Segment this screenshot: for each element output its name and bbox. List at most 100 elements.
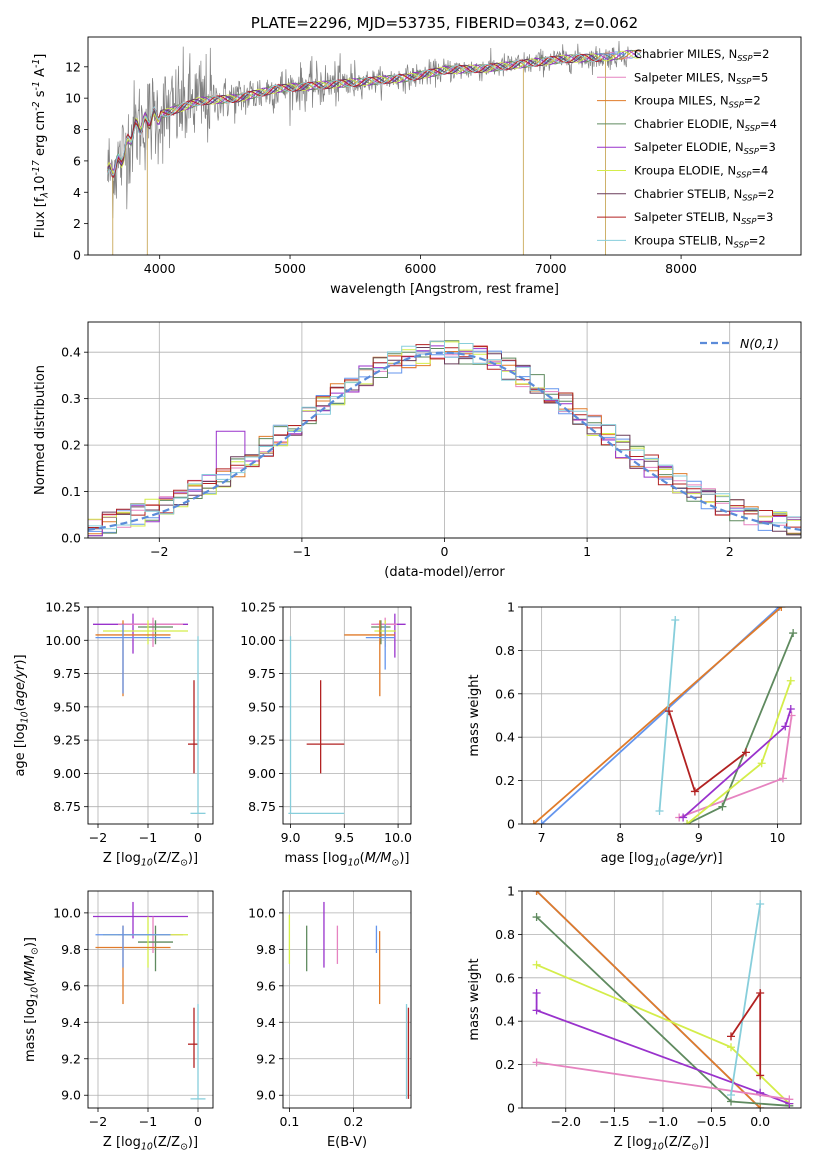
- y-tick-label: 0.8: [495, 927, 515, 942]
- weight-marker: [537, 820, 546, 824]
- weight-marker: [683, 820, 692, 824]
- x-tick-label: 0: [194, 1114, 202, 1129]
- x-tick-label: 0.0: [750, 1114, 770, 1129]
- x-tick-label: 9.5: [334, 830, 354, 845]
- x-axis-label: Z [log10(Z/Z⊙)]: [103, 851, 198, 868]
- y-tick-label: 9.0: [256, 1088, 276, 1103]
- legend-label: Kroupa MILES, NSSP=2: [634, 94, 761, 110]
- weight-marker: [671, 616, 680, 625]
- y-tick-label: 9.25: [53, 733, 81, 748]
- panel-mass_vs_EBV: 0.1 0.2 9.0 9.2 9.4 9.6 9.8 10.0 E(B-V): [248, 890, 412, 1150]
- y-tick-label: 9.25: [248, 733, 276, 748]
- x-tick-label: 9: [695, 830, 703, 845]
- y-tick-label: 8.75: [53, 799, 81, 814]
- y-tick-label: 0.6: [495, 686, 515, 701]
- weight-marker: [532, 1006, 541, 1015]
- axes-frame: [87, 890, 214, 1109]
- weight-marker: [532, 891, 541, 895]
- x-tick-label: 7000: [535, 261, 567, 276]
- x-tick-label: 1: [583, 544, 591, 559]
- plot-area: [288, 613, 406, 814]
- axes-frame: [282, 890, 412, 1109]
- x-tick-label: 9.0: [281, 830, 301, 845]
- y-tick-label: 10.0: [53, 905, 81, 920]
- weight-line: [730, 903, 762, 1096]
- weight-marker: [756, 900, 765, 909]
- legend-label: Chabrier STELIB, NSSP=2: [634, 187, 774, 203]
- y-tick-label: 0.4: [495, 730, 515, 745]
- panel-weight_vs_Z: −2.0 −1.5 −1.0 −0.5 0.0 0 0.2 0.4 0.6 0.8 1 Z [log1…: [467, 884, 802, 1152]
- y-tick-label: 0: [73, 248, 81, 263]
- y-tick-label: 9.75: [248, 666, 276, 681]
- x-tick-label: 0: [441, 544, 449, 559]
- axes-frame: [87, 36, 802, 256]
- weight-marker: [727, 1090, 736, 1099]
- y-tick-label: 9.2: [61, 1051, 81, 1066]
- weight-marker: [532, 988, 541, 997]
- x-tick-label: 8000: [665, 261, 697, 276]
- x-tick-label: 0.2: [343, 1114, 363, 1129]
- weight-marker: [529, 820, 538, 824]
- axes-frame: [282, 606, 412, 825]
- x-tick-label: −1: [139, 830, 157, 845]
- x-tick-label: −2: [89, 1114, 107, 1129]
- axes-frame: [87, 321, 802, 539]
- x-tick-label: 7: [538, 830, 546, 845]
- chart-title: PLATE=2296, MJD=53735, FIBERID=0343, z=0…: [251, 14, 638, 32]
- y-tick-label: 0.1: [61, 484, 81, 499]
- y-tick-label: 8.75: [248, 799, 276, 814]
- x-axis-label: Z [log10(Z/Z⊙)]: [614, 1135, 709, 1152]
- y-tick-label: 10.00: [45, 633, 81, 648]
- panel-residuals: −2 −1 0 1 2 0.0 0.1 0.2 0.3 0.4 (data-model)/error…: [33, 321, 802, 580]
- x-tick-label: −1.5: [599, 1114, 629, 1129]
- weight-line: [678, 715, 793, 819]
- weight-line: [535, 993, 790, 1105]
- model-line: [107, 54, 603, 176]
- y-axis-label: Flux [fλ10-17 erg cm-2 s-1 A-1]: [31, 54, 51, 239]
- model-line: [107, 49, 641, 178]
- weight-marker: [756, 988, 765, 997]
- panel-spectrum: 4000 5000 6000 7000 8000 0 2 4 6 8 10 12 wavelength …: [31, 14, 802, 297]
- y-tick-label: 0.8: [495, 643, 515, 658]
- y-tick-label: 9.75: [53, 666, 81, 681]
- legend-label: N(0,1): [740, 336, 779, 351]
- y-tick-label: 9.00: [53, 766, 81, 781]
- y-tick-label: 9.50: [53, 699, 81, 714]
- weight-line: [536, 1061, 790, 1101]
- x-axis-label: wavelength [Angstrom, rest frame]: [330, 282, 559, 297]
- x-tick-label: 8: [616, 830, 624, 845]
- weight-marker: [727, 1043, 736, 1052]
- x-tick-label: 5000: [274, 261, 306, 276]
- x-tick-label: −1.0: [648, 1114, 678, 1129]
- weight-marker: [785, 1095, 794, 1104]
- weight-marker: [781, 722, 790, 731]
- y-tick-label: 9.4: [256, 1015, 276, 1030]
- y-tick-label: 0.3: [61, 391, 81, 406]
- panel-weight_vs_age: 7 8 9 10 0 0.2 0.4 0.6 0.8 1 age [log10(age/yr)] ma…: [467, 600, 802, 868]
- weight-line: [668, 710, 747, 793]
- x-tick-label: 0: [194, 830, 202, 845]
- legend-label: Salpeter MILES, NSSP=5: [634, 70, 768, 86]
- y-tick-label: 10: [65, 91, 81, 106]
- plot-area: [107, 40, 642, 255]
- weight-marker: [741, 748, 750, 757]
- model-line: [107, 51, 642, 178]
- histogram-line: [88, 340, 801, 530]
- legend-label: Salpeter ELODIE, NSSP=3: [634, 140, 776, 156]
- axes-frame: [87, 606, 214, 825]
- y-tick-label: 9.8: [256, 942, 276, 957]
- plot-area: [88, 340, 801, 537]
- x-tick-label: −2.0: [551, 1114, 581, 1129]
- model-line: [107, 50, 642, 175]
- x-tick-label: −1: [293, 544, 311, 559]
- x-axis-label: E(B-V): [327, 1135, 367, 1150]
- y-tick-label: 0.0: [61, 531, 81, 546]
- x-axis-label: mass [log10(M/M⊙)]: [284, 851, 409, 868]
- y-tick-label: 1: [507, 600, 515, 615]
- weight-marker: [786, 676, 795, 685]
- x-axis-label: Z [log10(Z/Z⊙)]: [103, 1135, 198, 1152]
- weight-marker: [727, 1032, 736, 1041]
- x-tick-label: 10.0: [384, 830, 412, 845]
- y-tick-label: 0.6: [495, 970, 515, 985]
